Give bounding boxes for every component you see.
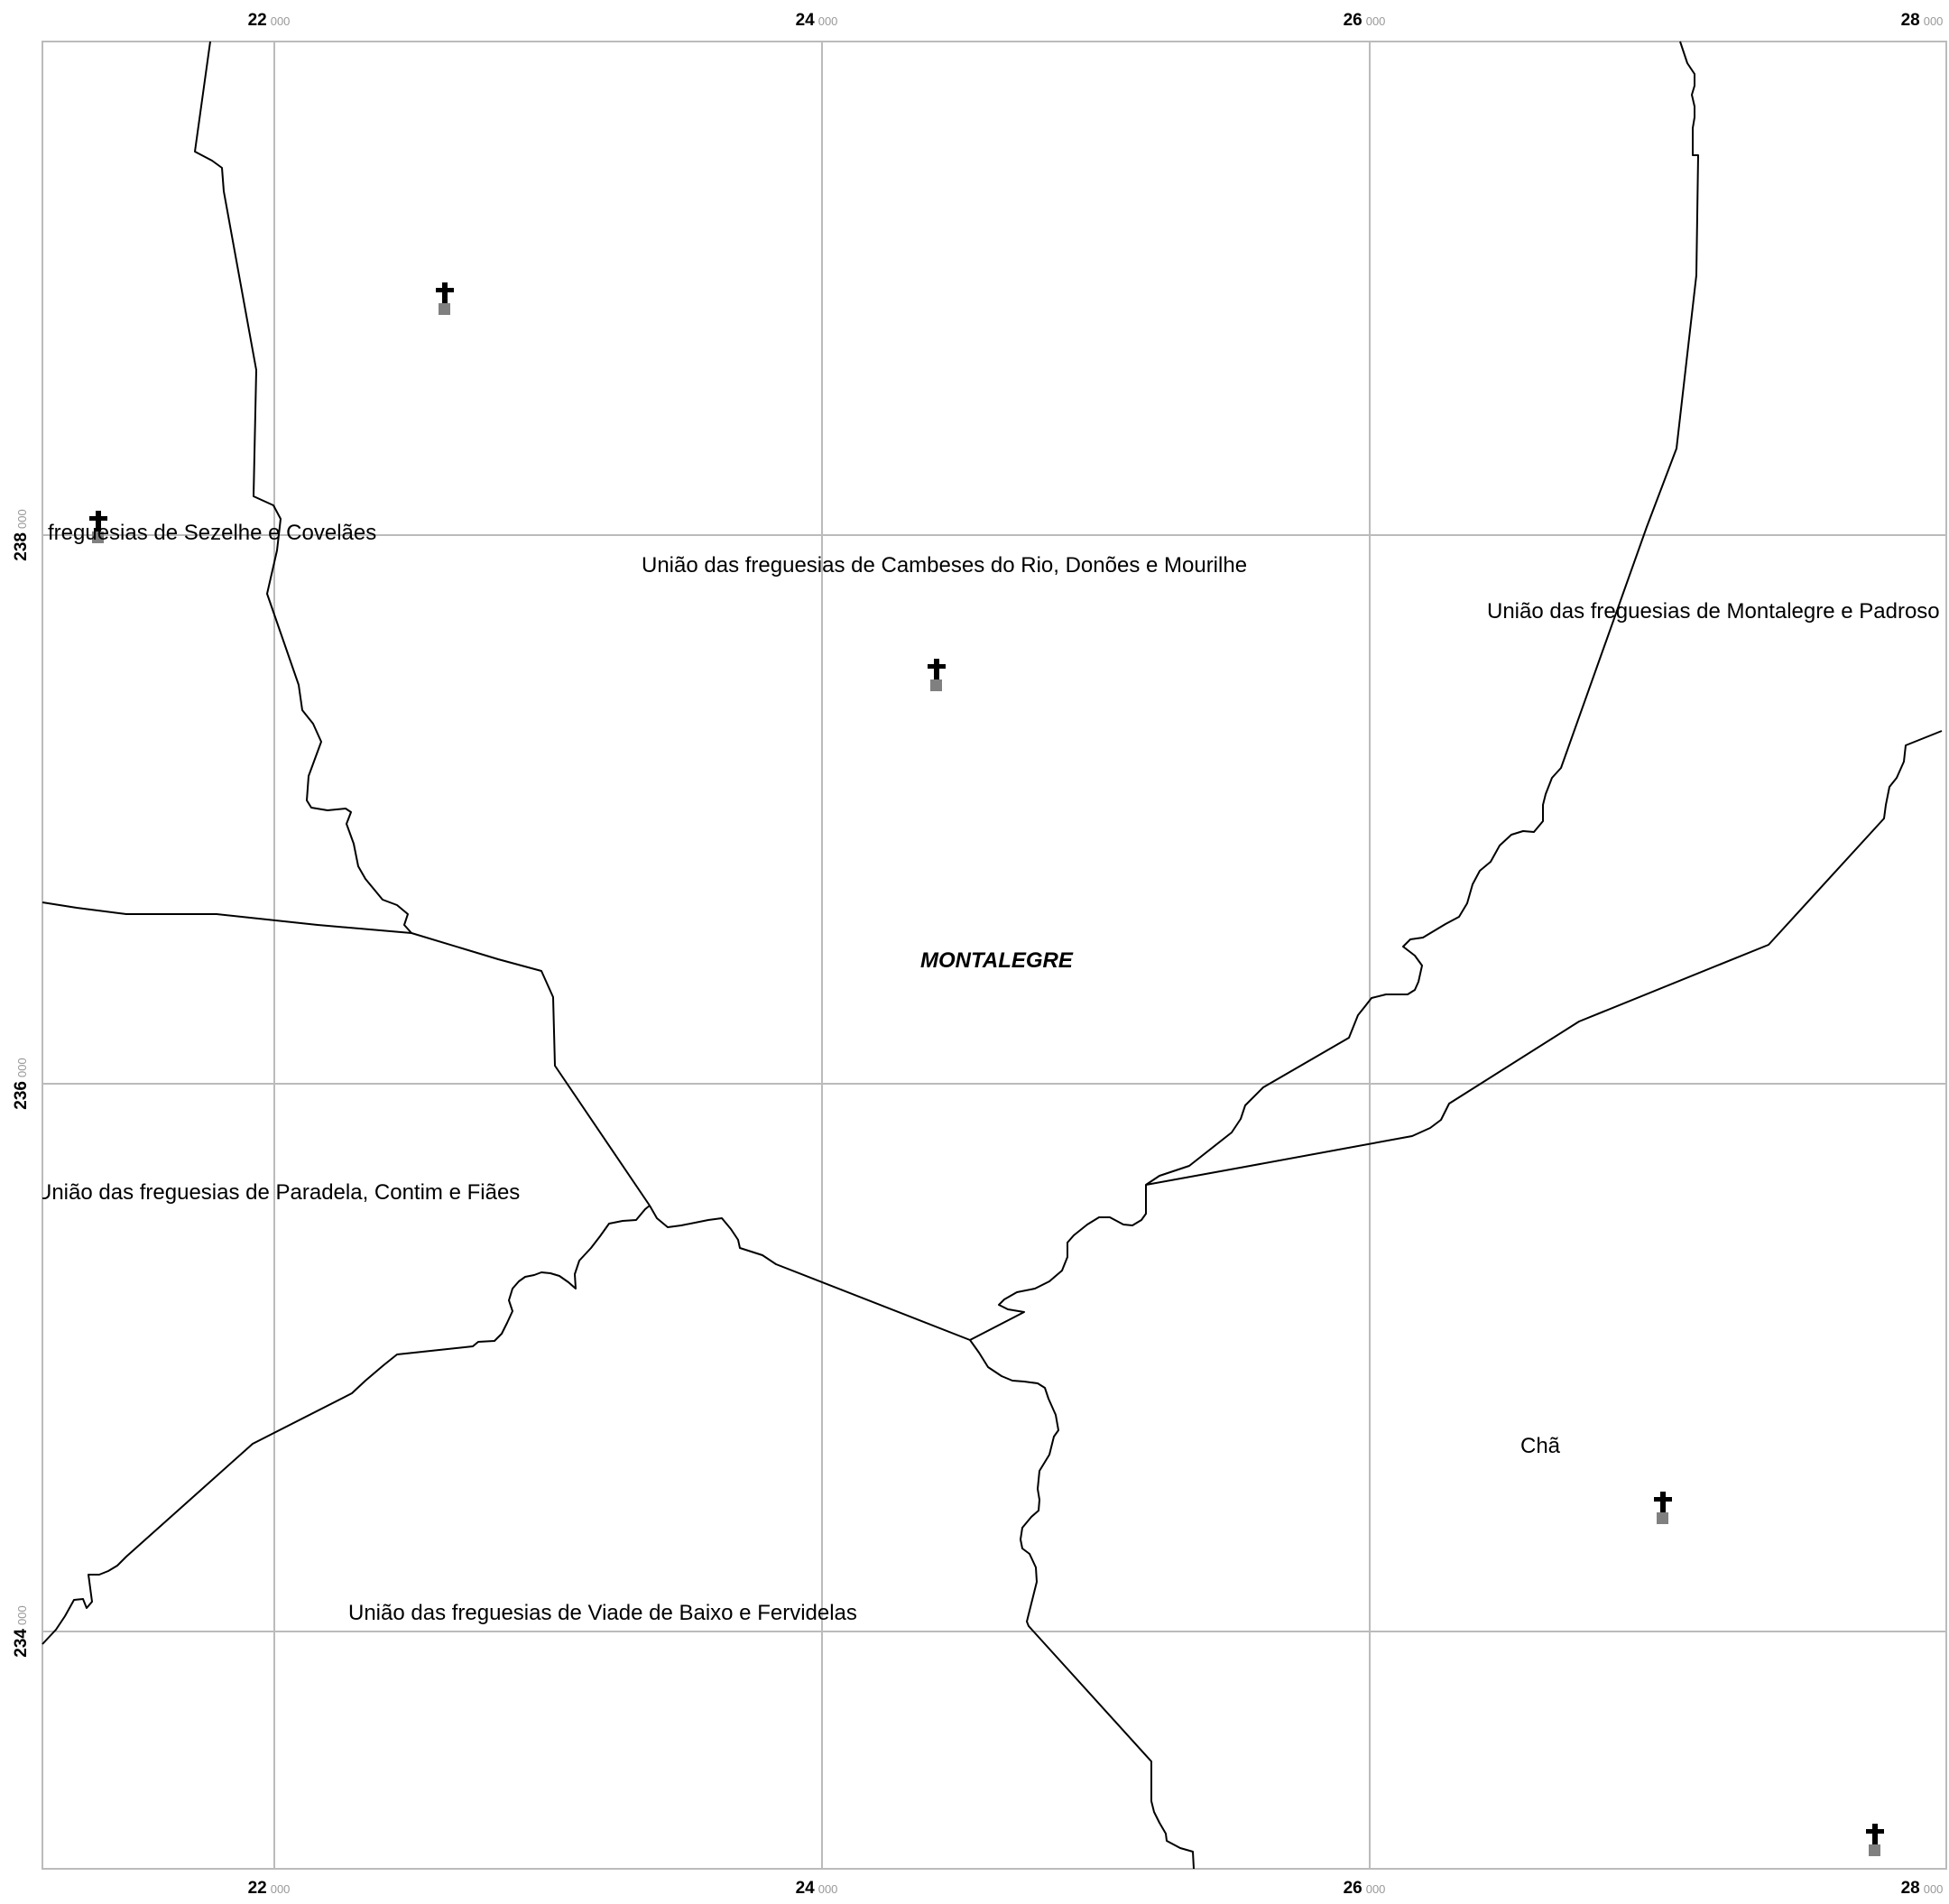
x-coordinate-label: 28 000 xyxy=(1901,11,1944,30)
latin-cross-icon-bar xyxy=(436,288,454,292)
x-coordinate-label: 22 000 xyxy=(248,11,291,30)
labels: freguesias de Sezelhe e Covelães União d… xyxy=(36,521,1940,1625)
parish-label-sezelhe: freguesias de Sezelhe e Covelães xyxy=(48,521,376,545)
boundary-montalegre-west xyxy=(969,41,1699,1341)
church-symbol xyxy=(1866,1824,1884,1856)
x-coordinate-label: 22 000 xyxy=(248,1879,291,1898)
church-symbol xyxy=(436,282,454,315)
church-symbol xyxy=(1654,1492,1672,1524)
x-coordinate-label: 26 000 xyxy=(1344,1879,1386,1898)
latin-cross-icon xyxy=(96,511,101,532)
grey-square-marker-icon xyxy=(92,531,104,543)
church-symbols xyxy=(89,282,1884,1856)
parish-label-paradela: União das freguesias de Paradela, Contim… xyxy=(36,1180,520,1205)
boundary-paradela-viade xyxy=(42,1205,651,1645)
latin-cross-icon xyxy=(442,282,448,304)
bottom-x-coordinates: 22 000 24 000 26 000 28 000 xyxy=(248,1879,1944,1898)
boundary-montalegre-cha xyxy=(1145,730,1943,1186)
y-coordinate-label: 234000 xyxy=(12,1605,31,1657)
boundary-paradela-north xyxy=(42,901,651,1206)
x-coordinate-label: 24 000 xyxy=(796,1879,838,1898)
parish-boundaries xyxy=(42,41,1943,1870)
parish-label-cha: Chã xyxy=(1520,1434,1561,1458)
latin-cross-icon xyxy=(1660,1492,1666,1513)
church-symbol xyxy=(928,659,946,691)
latin-cross-icon-bar xyxy=(89,516,107,521)
grey-square-marker-icon xyxy=(439,303,450,315)
latin-cross-icon-bar xyxy=(928,664,946,669)
boundary-central-south xyxy=(649,1205,971,1341)
latin-cross-icon-bar xyxy=(1654,1497,1672,1502)
x-coordinate-label: 24 000 xyxy=(796,11,838,30)
parish-label-montalegre-padroso: União das freguesias de Montalegre e Pad… xyxy=(1487,599,1940,624)
y-coordinate-label: 238000 xyxy=(12,509,31,560)
municipality-label: MONTALEGRE xyxy=(920,948,1074,973)
parish-label-cambeses: União das freguesias de Cambeses do Rio,… xyxy=(642,553,1247,578)
top-x-coordinates: 22 000 24 000 26 000 28 000 xyxy=(248,11,1944,30)
grey-square-marker-icon xyxy=(1657,1512,1668,1524)
church-symbol xyxy=(89,511,107,543)
coordinate-grid xyxy=(42,42,1946,1869)
latin-cross-icon xyxy=(1872,1824,1878,1845)
x-coordinate-label: 28 000 xyxy=(1901,1879,1944,1898)
latin-cross-icon-bar xyxy=(1866,1829,1884,1834)
y-coordinate-label: 236000 xyxy=(12,1058,31,1109)
latin-cross-icon xyxy=(934,659,939,680)
boundary-sezelhe-cambeses xyxy=(194,41,412,934)
grey-square-marker-icon xyxy=(1869,1844,1880,1856)
x-coordinate-label: 26 000 xyxy=(1344,11,1386,30)
left-y-coordinates: 238000 236000 234000 xyxy=(12,509,31,1657)
boundary-cha-viade xyxy=(969,1339,1195,1870)
grey-square-marker-icon xyxy=(930,679,942,691)
map-frame xyxy=(42,41,1947,1870)
parish-label-viade: União das freguesias de Viade de Baixo e… xyxy=(348,1601,857,1625)
